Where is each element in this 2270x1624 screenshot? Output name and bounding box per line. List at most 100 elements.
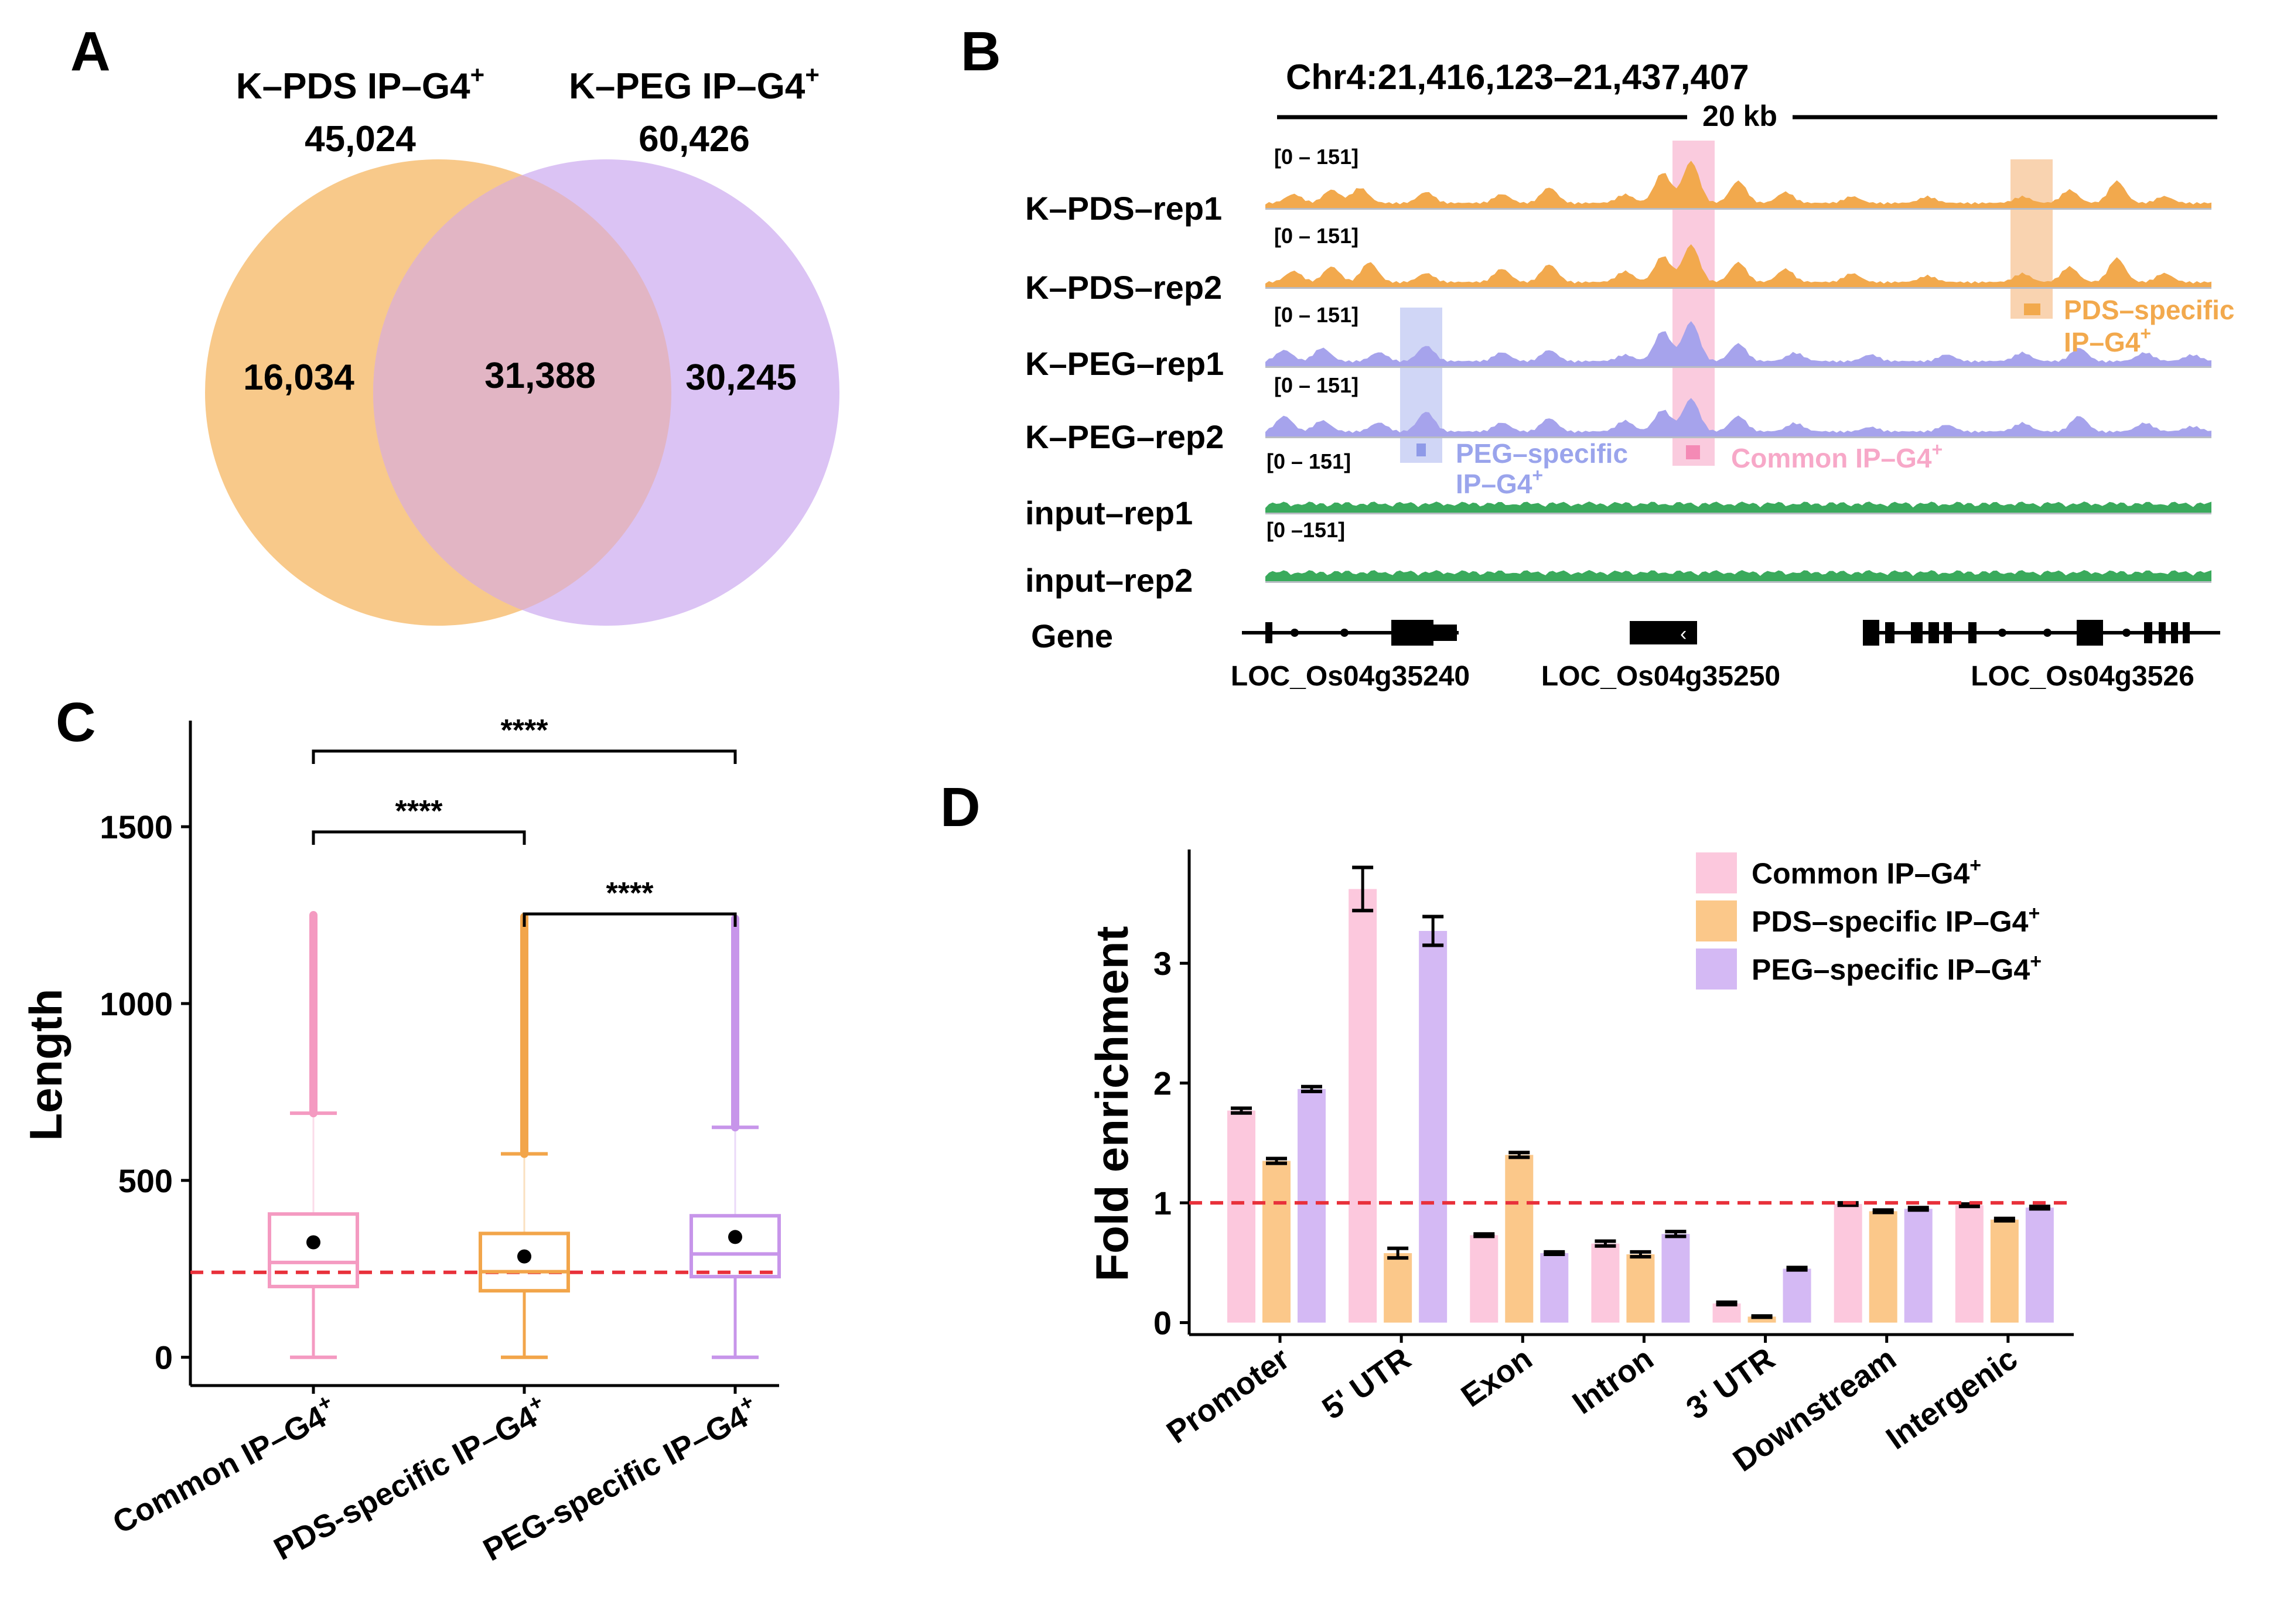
legend-swatch (1696, 949, 1737, 990)
track-signal (1265, 161, 2211, 208)
legend-swatch (1696, 852, 1737, 893)
gene-1-arrow-b (1340, 629, 1349, 637)
superscript-plus: + (1969, 854, 1981, 876)
track-signal (1265, 570, 2211, 581)
bar-y-tick-label: 1 (1153, 1185, 1172, 1222)
bar (1262, 1161, 1291, 1323)
gene-3-exon-a (1863, 620, 1879, 646)
bar-x-tick-label: Intron (1566, 1341, 1660, 1421)
gene-1-utr (1433, 625, 1457, 641)
peg-highlight (1400, 308, 1442, 463)
significance-label: **** (606, 876, 654, 910)
bar (1505, 1155, 1534, 1323)
significance-bracket (312, 749, 737, 764)
bar (1904, 1209, 1933, 1323)
legend-swatch (1696, 900, 1737, 941)
bar (1661, 1234, 1690, 1323)
venn-right-only: 30,245 (685, 357, 797, 398)
gene-3-arrow-a (1998, 629, 2006, 637)
bar-y-tick-label: 2 (1153, 1065, 1172, 1102)
boxplot-y-tick-label: 1500 (100, 808, 173, 845)
track-signal (1265, 501, 2211, 513)
venn-left-total: 45,024 (305, 119, 416, 159)
gene-3-exon-i (2159, 622, 2166, 643)
box-iqr (689, 1214, 781, 1279)
peg-legend-swatch (1416, 443, 1426, 456)
bar-y-tick-label: 3 (1153, 945, 1172, 982)
venn-overlap (373, 159, 671, 626)
track-label: K–PDS–rep1 (1025, 190, 1222, 227)
superscript-plus: + (735, 1389, 758, 1417)
panel-b: B Chr4:21,416,123–21,437,407 20 kb K–PDS… (961, 21, 2234, 692)
venn-left-only: 16,034 (243, 357, 354, 398)
venn-overlap-count: 31,388 (484, 356, 596, 396)
track-label: K–PEG–rep2 (1025, 418, 1224, 455)
pds-legend-line1: PDS–specific (2064, 295, 2234, 325)
pds-legend-line2: IP–G4+ (2064, 323, 2151, 357)
significance-label: **** (395, 794, 443, 828)
legend-label: Common IP–G4+ (1752, 854, 1981, 890)
bar (1298, 1089, 1326, 1323)
legend-label: PDS–specific IP–G4+ (1752, 902, 2040, 938)
panel-c-letter: C (56, 691, 96, 753)
track-range: [0 – 151] (1274, 145, 1358, 169)
scale-bar-label: 20 kb (1702, 100, 1777, 132)
gene-3-exon-e (1944, 622, 1952, 643)
track-range: [0 – 151] (1274, 303, 1358, 327)
bar (1869, 1211, 1897, 1323)
bar (1591, 1243, 1620, 1323)
significance-label: **** (501, 714, 549, 748)
gene-1-arrow-a (1291, 629, 1299, 637)
pds-legend-swatch (2024, 303, 2040, 315)
track-range: [0 –151] (1267, 518, 1345, 542)
gene-3-exon-b (1885, 622, 1894, 643)
bar-y-tick-label: 0 (1153, 1305, 1172, 1342)
gene-track-label: Gene (1031, 617, 1113, 654)
box-mean (517, 1249, 531, 1264)
track-label: K–PEG–rep1 (1025, 345, 1224, 382)
venn-left-title: K–PDS IP–G4+ (236, 61, 484, 107)
gene-3-arrow-c (2122, 629, 2131, 637)
panel-a-letter: A (70, 21, 111, 83)
gene-2-strand: ‹ (1680, 623, 1687, 645)
gene-3-exon-c (1911, 622, 1923, 643)
gene-2-body (1630, 621, 1697, 644)
bar (1626, 1254, 1655, 1323)
gene-3-exon-h (2144, 622, 2152, 643)
superscript-plus: + (2028, 902, 2040, 924)
track-label: K–PDS–rep2 (1025, 269, 1222, 306)
pds-highlight (2010, 159, 2053, 319)
bar (1384, 1253, 1412, 1323)
box-mean (728, 1230, 742, 1244)
bar (2025, 1207, 2054, 1323)
boxplot-y-tick-label: 1000 (100, 985, 173, 1022)
box-iqr (268, 1212, 359, 1288)
bar (1783, 1268, 1811, 1323)
gene-3-exon-j (2171, 622, 2178, 643)
bar (1227, 1110, 1255, 1323)
gene-label-2: LOC_Os04g35250 (1541, 661, 1780, 692)
track-label: input–rep1 (1025, 494, 1193, 531)
track-range: [0 – 151] (1274, 224, 1358, 248)
legend-label: PEG–specific IP–G4+ (1752, 950, 2042, 986)
bar-x-tick-label: Exon (1455, 1341, 1539, 1414)
gene-label-3: LOC_Os04g3526 (1971, 661, 2194, 692)
track-signal (1265, 398, 2211, 436)
bar (1834, 1204, 1862, 1323)
bar (1419, 931, 1448, 1323)
gene-models: ‹ (1242, 620, 2220, 646)
gene-3-exon-g (2077, 620, 2103, 646)
panel-b-letter: B (961, 21, 1001, 83)
track-signal (1265, 321, 2211, 366)
boxplot-y-tick-label: 0 (155, 1339, 173, 1376)
gene-3-exon-f (1968, 622, 1977, 643)
venn-right-total: 60,426 (639, 119, 750, 159)
box-iqr (479, 1231, 570, 1293)
gene-1-exon-b (1391, 620, 1433, 646)
common-legend-label: Common IP–G4+ (1731, 439, 1943, 473)
panel-d-letter: D (940, 776, 981, 838)
common-legend-swatch (1686, 445, 1700, 459)
bar (1747, 1316, 1776, 1323)
